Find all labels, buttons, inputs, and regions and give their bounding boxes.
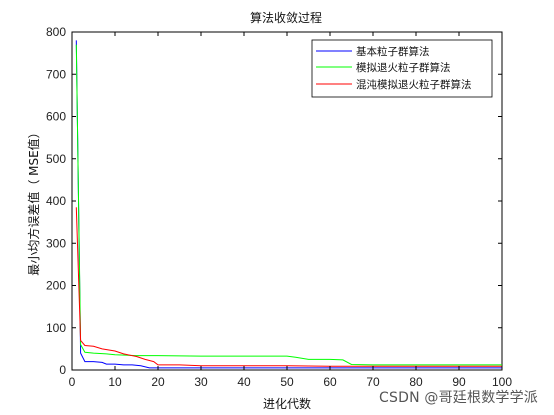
x-tick-label: 100 — [492, 375, 512, 389]
legend-label-0: 基本粒子群算法 — [356, 45, 430, 58]
x-tick-label: 20 — [151, 375, 165, 389]
series-layer — [75, 40, 502, 369]
x-tick-label: 80 — [409, 375, 423, 389]
y-tick-label: 0 — [59, 363, 66, 377]
x-tick-label: 60 — [323, 375, 337, 389]
x-tick-label: 90 — [452, 375, 466, 389]
y-tick-label: 200 — [46, 279, 66, 293]
y-axis-label: 最小均方误差值（ MSE值） — [26, 126, 41, 275]
x-tick-label: 10 — [108, 375, 122, 389]
series-line-0 — [75, 40, 502, 369]
legend-label-1: 模拟退火粒子群算法 — [356, 61, 451, 74]
y-tick-label: 100 — [46, 321, 66, 335]
chart-title: 算法收敛过程 — [250, 10, 322, 25]
x-axis-label: 进化代数 — [263, 396, 311, 411]
x-tick-label: 50 — [280, 375, 294, 389]
y-tick-label: 800 — [46, 25, 66, 39]
y-tick-label: 300 — [46, 236, 66, 250]
y-tick-label: 500 — [46, 152, 66, 166]
y-tick-label: 400 — [46, 194, 66, 208]
legend-box — [311, 39, 493, 98]
y-tick-label: 600 — [46, 110, 66, 124]
series-line-2 — [75, 207, 502, 367]
legend-label-2: 混沌模拟退火粒子群算法 — [356, 78, 472, 91]
x-tick-label: 70 — [366, 375, 380, 389]
legend: 基本粒子群算法 模拟退火粒子群算法 混沌模拟退火粒子群算法 — [311, 39, 493, 98]
tick-layer: 0 10 20 30 40 50 60 70 80 90 100 0 100 200 300 400 500 60… — [46, 25, 512, 389]
y-tick-label: 700 — [46, 67, 66, 81]
series-line-1 — [75, 44, 502, 366]
watermark-text: CSDN @哥廷根数学学派 — [379, 390, 538, 406]
x-tick-label: 30 — [194, 375, 208, 389]
x-tick-label: 0 — [69, 375, 76, 389]
x-tick-label: 40 — [237, 375, 251, 389]
